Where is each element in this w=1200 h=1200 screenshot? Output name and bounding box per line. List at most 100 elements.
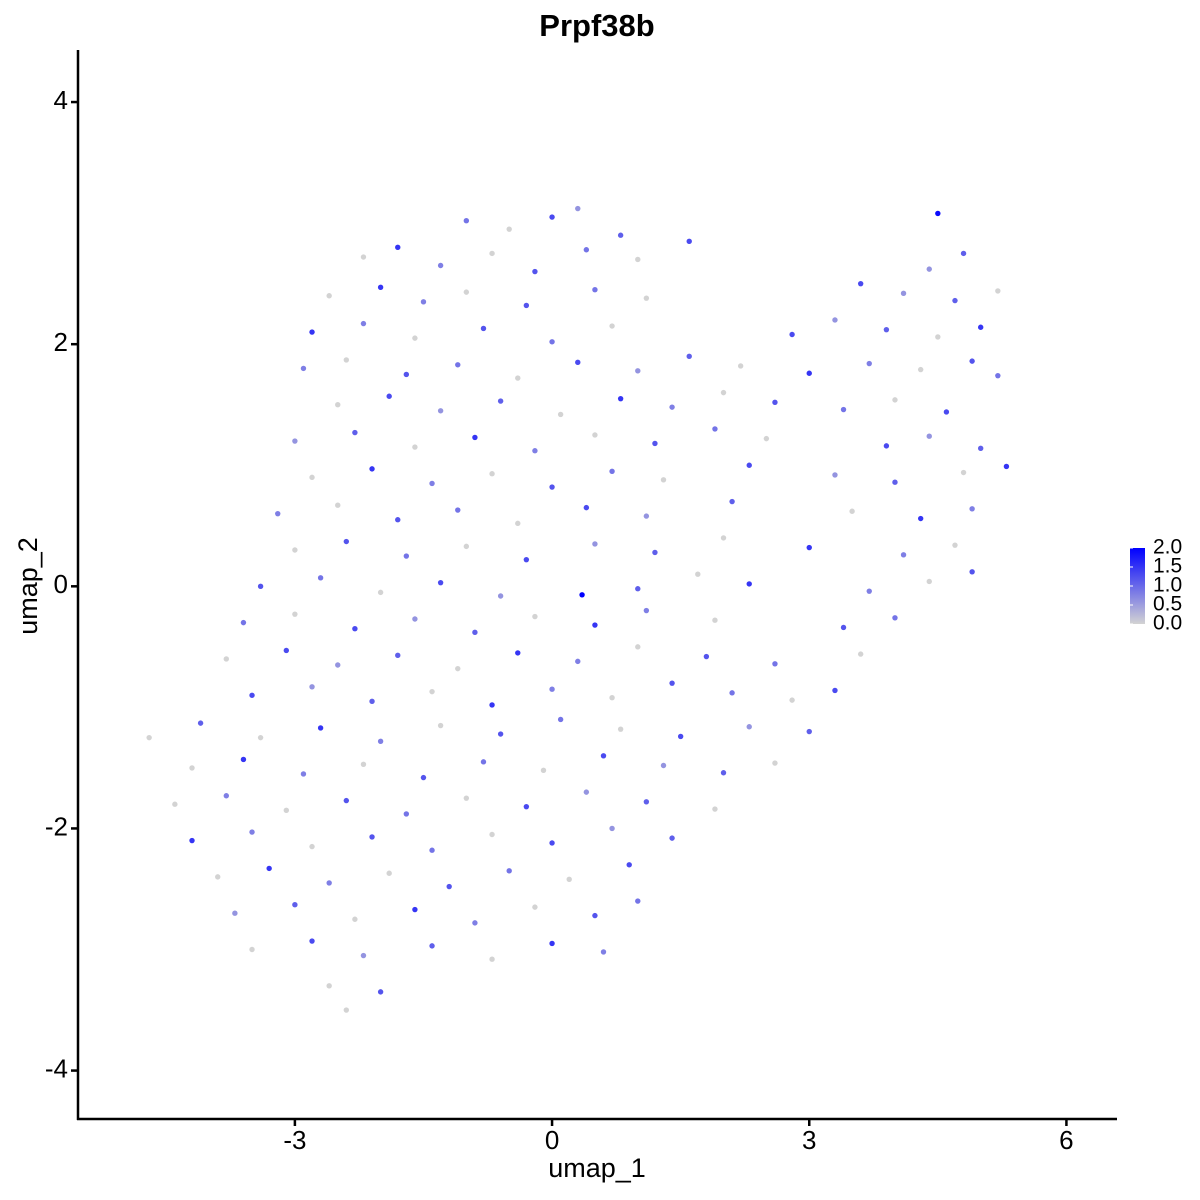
point <box>146 734 152 741</box>
point <box>377 284 384 290</box>
point <box>772 399 778 405</box>
point <box>995 288 1001 294</box>
point <box>497 593 504 599</box>
point <box>549 940 555 947</box>
point <box>386 393 392 399</box>
point <box>557 716 564 723</box>
y-tick-label: -2 <box>45 811 68 841</box>
point <box>489 831 495 838</box>
point <box>506 868 512 874</box>
point <box>806 370 812 376</box>
point <box>395 244 401 251</box>
point <box>549 339 555 345</box>
point <box>643 513 650 519</box>
point <box>429 847 435 853</box>
point <box>369 466 375 472</box>
point <box>515 520 521 527</box>
point <box>515 375 521 381</box>
point <box>592 432 598 438</box>
point <box>429 480 435 487</box>
point <box>960 250 967 257</box>
point <box>437 262 444 269</box>
point <box>429 688 435 695</box>
point <box>463 543 470 550</box>
point <box>369 698 375 705</box>
point <box>523 556 530 563</box>
points <box>146 205 1010 1013</box>
point <box>969 506 975 512</box>
point <box>412 906 418 913</box>
point <box>789 331 795 338</box>
point <box>592 912 598 919</box>
point <box>489 956 495 962</box>
point <box>223 656 230 662</box>
point <box>532 268 538 275</box>
point <box>712 617 718 623</box>
point <box>472 629 478 636</box>
point <box>395 652 401 659</box>
point <box>249 946 255 953</box>
chart-title: Prpf38b <box>539 8 654 43</box>
point <box>952 297 958 304</box>
point <box>686 238 692 244</box>
point <box>600 753 607 759</box>
point <box>609 694 615 701</box>
point <box>463 218 470 224</box>
point <box>626 862 632 868</box>
point <box>360 254 367 260</box>
point <box>480 759 487 765</box>
x-axis-label: umap_1 <box>548 1153 646 1183</box>
point <box>437 722 444 729</box>
point <box>420 774 427 781</box>
point <box>249 829 255 835</box>
point <box>386 870 392 876</box>
point <box>952 542 958 548</box>
point <box>300 771 307 777</box>
point <box>326 293 332 299</box>
point <box>240 756 247 763</box>
point <box>412 616 418 622</box>
point <box>866 588 872 594</box>
point <box>403 553 410 559</box>
point <box>317 725 324 731</box>
point <box>806 544 812 551</box>
point <box>549 686 555 692</box>
point <box>669 835 675 841</box>
point <box>257 734 264 741</box>
point <box>575 205 581 212</box>
point <box>746 462 752 468</box>
point <box>283 807 290 813</box>
point <box>977 445 984 452</box>
point <box>566 876 572 882</box>
point <box>403 371 410 378</box>
point <box>463 795 470 801</box>
point <box>377 738 384 744</box>
point <box>309 329 315 335</box>
point <box>292 611 298 617</box>
point <box>540 767 547 774</box>
point <box>369 834 375 840</box>
point <box>189 765 195 771</box>
point <box>806 728 812 735</box>
point <box>686 353 692 359</box>
point <box>429 943 435 949</box>
point <box>583 247 590 253</box>
point <box>463 289 470 295</box>
point <box>677 733 684 740</box>
point <box>695 571 701 577</box>
point <box>583 504 590 511</box>
point <box>266 865 272 872</box>
point <box>720 770 727 776</box>
point <box>857 280 864 287</box>
point <box>635 898 641 904</box>
point <box>866 360 872 367</box>
point <box>635 368 641 374</box>
point <box>223 793 230 799</box>
point <box>412 444 418 450</box>
point <box>232 910 238 916</box>
point <box>772 760 778 766</box>
point <box>609 468 615 475</box>
point <box>549 840 555 846</box>
point <box>215 874 221 880</box>
